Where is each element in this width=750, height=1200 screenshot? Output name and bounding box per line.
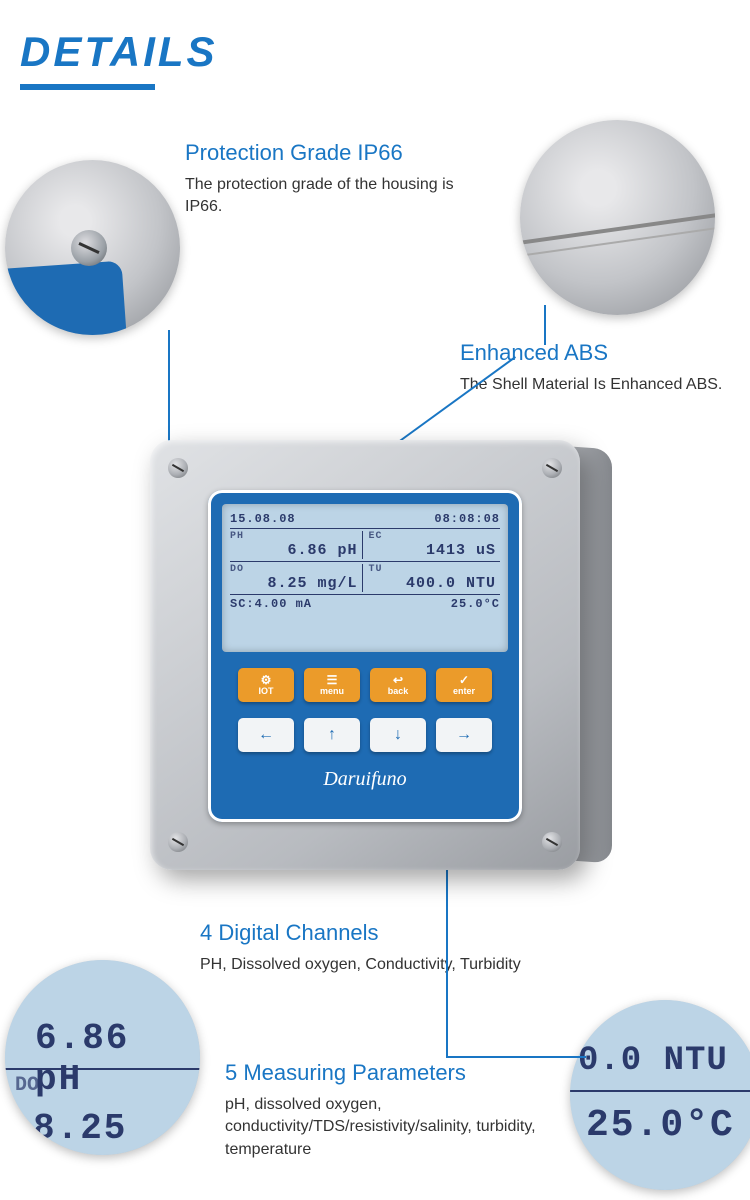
lcd-value: 8.25 (33, 1108, 127, 1149)
connector-line (544, 305, 546, 345)
feature-enhanced-abs: Enhanced ABS The Shell Material Is Enhan… (460, 340, 740, 396)
arrow-right-button[interactable]: → (436, 718, 492, 752)
lcd-value: 8.25 mg/L (230, 575, 362, 592)
lcd-value: 0.0 NTU (578, 1042, 728, 1080)
lcd-value: 25.0°C (586, 1104, 735, 1147)
detail-circle-lcd-temp: 0.0 NTU 25.0°C (570, 1000, 750, 1190)
feature-digital-channels: 4 Digital Channels PH, Dissolved oxygen,… (200, 920, 700, 976)
feature-body: The protection grade of the housing is I… (185, 174, 465, 219)
lcd-value: 400.0 NTU (369, 575, 501, 592)
device-front-panel: 15.08.08 08:08:08 PH6.86 pH EC1413 uS DO… (208, 490, 522, 822)
lcd-display: 15.08.08 08:08:08 PH6.86 pH EC1413 uS DO… (222, 504, 508, 652)
menu-button[interactable]: ☰menu (304, 668, 360, 702)
detail-circle-lcd-ph: H 6.86 pH DO 8.25 (5, 960, 200, 1155)
feature-measuring-parameters: 5 Measuring Parameters pH, dissolved oxy… (225, 1060, 565, 1161)
feature-body: The Shell Material Is Enhanced ABS. (460, 374, 740, 396)
feature-title: Protection Grade IP66 (185, 140, 465, 166)
button-row-arrows: ← ↑ ↓ → (222, 718, 508, 752)
lcd-value: 6.86 pH (35, 1018, 200, 1100)
arrow-down-icon: ↓ (394, 726, 402, 744)
feature-body: pH, dissolved oxygen, conductivity/TDS/r… (225, 1094, 565, 1161)
arrow-right-icon: → (456, 726, 472, 744)
device: 15.08.08 08:08:08 PH6.86 pH EC1413 uS DO… (150, 440, 580, 870)
feature-title: 5 Measuring Parameters (225, 1060, 565, 1086)
iot-icon: ⚙ (261, 674, 272, 686)
button-label: enter (453, 686, 475, 696)
connector-line (385, 356, 516, 452)
screw-icon (542, 458, 562, 478)
feature-title: Enhanced ABS (460, 340, 740, 366)
button-label: menu (320, 686, 344, 696)
menu-icon: ☰ (327, 674, 338, 686)
lcd-label: DO (230, 564, 362, 575)
page-title: DETAILS (20, 28, 218, 76)
button-row-functions: ⚙IOT ☰menu ↩back ✓enter (222, 668, 508, 702)
feature-protection-grade: Protection Grade IP66 The protection gra… (185, 140, 465, 219)
lcd-temp: 25.0°C (451, 597, 500, 611)
arrow-up-button[interactable]: ↑ (304, 718, 360, 752)
iot-button[interactable]: ⚙IOT (238, 668, 294, 702)
connector-line (446, 1056, 586, 1058)
lcd-label: DO (15, 1074, 39, 1097)
arrow-left-button[interactable]: ← (238, 718, 294, 752)
screw-icon (168, 458, 188, 478)
arrow-left-icon: ← (258, 726, 274, 744)
detail-circle-screw (5, 160, 180, 335)
button-label: back (388, 686, 409, 696)
feature-title: 4 Digital Channels (200, 920, 700, 946)
lcd-value: 1413 uS (369, 542, 501, 559)
lcd-date: 15.08.08 (230, 512, 296, 526)
arrow-down-button[interactable]: ↓ (370, 718, 426, 752)
screw-icon (71, 230, 107, 266)
enter-button[interactable]: ✓enter (436, 668, 492, 702)
back-button[interactable]: ↩back (370, 668, 426, 702)
feature-body: PH, Dissolved oxygen, Conductivity, Turb… (200, 954, 700, 976)
lcd-value: 6.86 pH (230, 542, 362, 559)
title-underline (20, 84, 155, 90)
lcd-sc: SC:4.00 mA (230, 597, 312, 611)
detail-circle-shell-seam (520, 120, 715, 315)
back-icon: ↩ (393, 674, 403, 686)
lcd-time: 08:08:08 (434, 512, 500, 526)
brand-label: Daruifuno (222, 768, 508, 791)
lcd-label: EC (369, 531, 501, 542)
screw-icon (168, 832, 188, 852)
arrow-up-icon: ↑ (328, 726, 336, 744)
connector-line (168, 330, 170, 452)
lcd-label: TU (369, 564, 501, 575)
lcd-label: H (19, 980, 30, 1000)
enter-icon: ✓ (459, 674, 469, 686)
lcd-label: PH (230, 531, 362, 542)
button-label: IOT (259, 686, 274, 696)
screw-icon (542, 832, 562, 852)
